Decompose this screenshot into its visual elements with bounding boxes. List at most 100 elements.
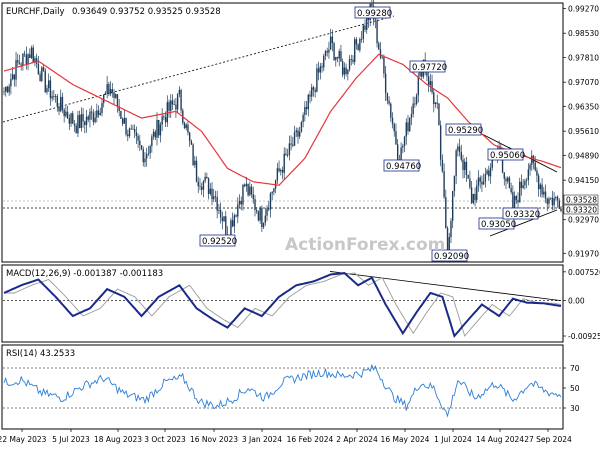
candle-body [47,80,50,89]
candle [551,190,554,211]
candle [84,120,86,134]
rsi-tick-label: 30 [570,404,580,413]
candle-body [281,169,284,173]
candle [414,96,416,108]
candle-body [443,171,445,198]
candle-body [180,89,182,111]
candle [140,144,143,151]
candle [145,147,148,167]
candle [328,41,330,59]
candle [89,108,91,128]
candle-body [70,113,72,124]
candle-body [164,117,167,123]
price-annotation: 0.92090 [431,249,469,262]
candle-body [470,187,473,204]
candle-body [163,116,165,118]
candle-body [393,124,395,132]
candle [319,62,322,80]
candle-body [113,92,115,98]
candle-body [295,130,297,133]
candle-body [106,84,108,93]
candle-body [89,111,91,120]
candle-body [34,58,36,63]
candle [104,90,107,96]
candle [201,182,203,196]
candle [549,197,552,200]
candle-body [137,135,139,141]
candle [407,115,409,135]
candle-body [42,67,45,71]
candle [137,133,139,149]
candle-body [250,186,253,195]
candle [525,177,528,189]
candle [464,158,466,179]
candle-body [140,145,143,150]
candle-body [216,197,218,211]
candle [362,23,364,44]
candle [465,156,468,183]
candle [453,175,456,197]
candle-body [249,186,251,196]
candle-body [555,196,557,199]
candle [343,62,346,80]
price-tick-label: 0.97810 [568,53,599,62]
candle-body [37,63,40,75]
candle-body [501,159,504,173]
candle-body [54,96,57,97]
candle [209,183,211,196]
candle-body [161,116,163,125]
candle-body [290,143,292,145]
candle-body [434,102,437,105]
candle-body [472,193,475,204]
candle-body [405,122,407,137]
candle [70,112,72,128]
candle-body [123,117,126,124]
candle [163,114,165,121]
candle [156,112,158,146]
candle-body [543,191,545,195]
candle-body [324,51,327,56]
candle-body [311,87,313,97]
candle [508,175,511,189]
candle-body [403,136,406,146]
candle-body [25,54,28,65]
candle-body [512,192,514,209]
candle-body [109,89,112,95]
candle-body [22,53,24,66]
candle [8,83,10,96]
x-tick-label: 2 Apr 2024 [336,435,378,444]
candle-body [257,211,260,221]
annotation-label: 0.94760 [386,162,421,172]
candle-body [326,51,328,53]
candle [132,124,134,130]
candle-body [27,54,29,65]
candle [63,107,65,123]
candle [192,143,194,166]
candle-body [66,111,69,119]
candle-body [409,117,411,132]
candle [305,100,308,115]
candle-body [335,56,337,60]
candle [82,108,84,128]
candle [269,191,272,218]
candle-body [151,136,153,147]
candle [476,179,478,204]
candle [54,93,57,103]
candle [237,197,239,224]
candle [489,163,492,184]
candle-body [170,100,172,111]
annotation-label: 0.95060 [490,151,525,161]
macd-tick-label: 0.00 [568,297,585,306]
candle-body [479,177,481,182]
candle-body [49,80,52,99]
candle [482,173,485,186]
candle [37,55,40,76]
candle [65,105,67,118]
candle [85,109,88,133]
price-tick-label: 0.96350 [568,102,599,111]
price-tick-label: 0.92970 [568,216,599,225]
macd-trendline [329,271,562,302]
candle-body [264,215,267,223]
candle [345,63,347,77]
candle-body [510,188,512,193]
